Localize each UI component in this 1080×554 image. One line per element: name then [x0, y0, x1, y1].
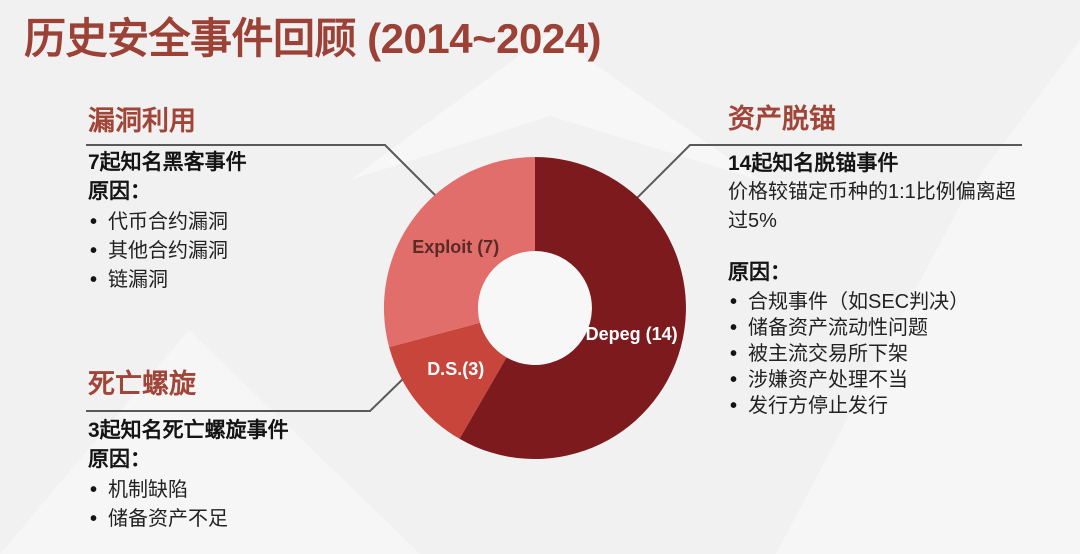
pie-label-d-s: D.S.(3) [427, 359, 484, 379]
section-depeg-reasons-label: 原因： [728, 261, 791, 284]
connector-exploit [86, 144, 442, 202]
pie-segment-exploit [383, 156, 535, 348]
bullet-item: 涉嫌资产处理不当 [728, 367, 1048, 393]
donut-hole [478, 251, 592, 365]
bullet-item: 其他合约漏洞 [88, 237, 388, 266]
page-title: 历史安全事件回顾 (2014~2024) [24, 15, 602, 62]
bullet-item: 被主流交易所下架 [728, 341, 1048, 367]
section-exploit: 漏洞利用 7起知名黑客事件 原因： 代币合约漏洞 其他合约漏洞 链漏洞 [88, 103, 388, 295]
bullet-item: 链漏洞 [88, 266, 388, 295]
section-exploit-headline: 7起知名黑客事件 [88, 151, 247, 174]
section-death-spiral-bullet-list: 机制缺陷 储备资产不足 [88, 476, 388, 534]
section-death-spiral: 死亡螺旋 3起知名死亡螺旋事件 原因： 机制缺陷 储备资产不足 [88, 366, 388, 534]
pie-segment-d-s [389, 322, 507, 439]
bullet-item: 机制缺陷 [88, 476, 388, 505]
section-exploit-bullet-list: 代币合约漏洞 其他合约漏洞 链漏洞 [88, 208, 388, 295]
bullet-item: 储备资产流动性问题 [728, 315, 1048, 341]
section-depeg: 资产脱锚 14起知名脱锚事件 价格较锚定币种的1:1比例偏离超过5% 原因： 合… [728, 101, 1048, 419]
donut-chart: Depeg (14) D.S.(3) Exploit (7) [383, 156, 686, 459]
bullet-item: 储备资产不足 [88, 505, 388, 534]
connector-death-spiral [86, 375, 407, 412]
section-depeg-headline: 14起知名脱锚事件 [728, 152, 899, 175]
section-exploit-header: 漏洞利用 [88, 106, 196, 136]
pie-segment-depeg [459, 157, 686, 459]
section-exploit-reasons-label: 原因： [88, 180, 151, 203]
bullet-item: 合规事件（如SEC判决） [728, 289, 1048, 315]
section-death-spiral-reasons-label: 原因： [88, 448, 151, 471]
pie-label-depeg: Depeg (14) [586, 324, 678, 344]
section-depeg-bullet-list: 合规事件（如SEC判决） 储备资产流动性问题 被主流交易所下架 涉嫌资产处理不当… [728, 289, 1048, 419]
pie-label-exploit: Exploit (7) [412, 237, 499, 257]
section-depeg-description: 价格较锚定币种的1:1比例偏离超过5% [728, 181, 1016, 232]
bullet-item: 发行方停止发行 [728, 393, 1048, 419]
bullet-item: 代币合约漏洞 [88, 208, 388, 237]
section-death-spiral-headline: 3起知名死亡螺旋事件 [88, 419, 289, 442]
connector-depeg [632, 144, 1022, 203]
section-death-spiral-header: 死亡螺旋 [88, 369, 196, 399]
section-depeg-header: 资产脱锚 [728, 104, 836, 134]
